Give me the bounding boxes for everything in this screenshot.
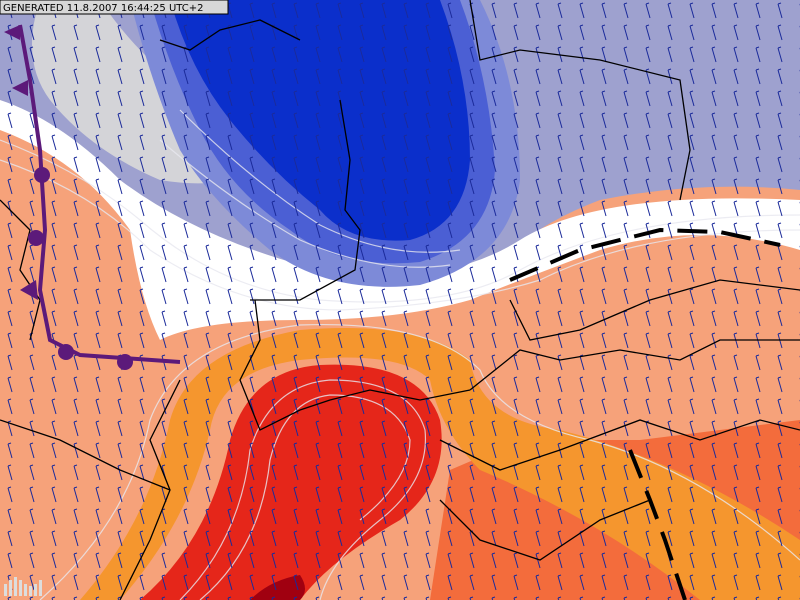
logo (4, 577, 42, 596)
front (4, 24, 181, 370)
trough-line (509, 227, 781, 282)
stamp-box (0, 0, 229, 15)
timestamp: GENERATED 11.8.2007 16:44:25 UTC+2 (3, 3, 204, 14)
trough-line (628, 449, 687, 600)
